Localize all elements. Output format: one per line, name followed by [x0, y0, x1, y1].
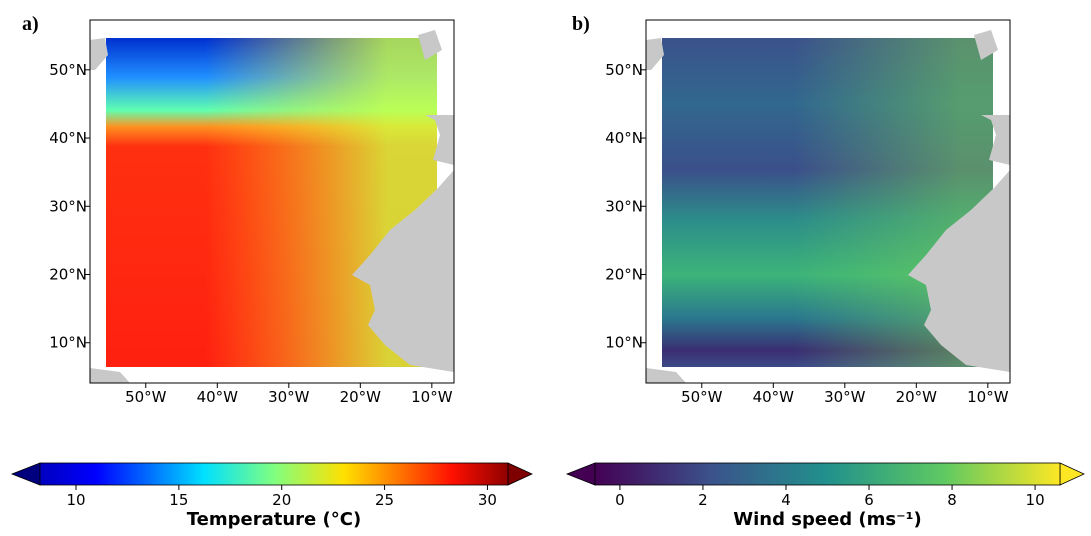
colorbar-extend-high	[507, 462, 533, 486]
y-tick-label: 20°N	[49, 266, 87, 284]
map-b	[646, 30, 1010, 383]
colorbar	[594, 462, 1061, 486]
frame-b	[645, 19, 1011, 384]
y-tick-label: 50°N	[605, 61, 643, 79]
x-tick-label: 10°W	[967, 388, 1009, 406]
colorbar-tick-label: 0	[615, 491, 625, 509]
y-tick-label: 10°N	[49, 334, 87, 352]
colorbar-label: Wind speed (ms⁻¹)	[733, 509, 921, 530]
x-tick-label: 40°W	[197, 388, 239, 406]
y-tick-label: 10°N	[605, 334, 643, 352]
colorbar-extend-low	[10, 462, 41, 486]
x-tick-label: 20°W	[340, 388, 382, 406]
x-tick-label: 20°W	[896, 388, 938, 406]
colorbar-tick-label: 6	[864, 491, 874, 509]
y-tick-label: 30°N	[49, 197, 87, 215]
colorbar-tick-label: 4	[781, 491, 791, 509]
colorbar-extend-low	[565, 462, 596, 486]
colorbar-tick-label: 8	[947, 491, 957, 509]
frame-a	[89, 19, 455, 384]
x-tick-label: 10°W	[411, 388, 453, 406]
x-tick-label: 30°W	[268, 388, 310, 406]
y-tick-label: 40°N	[605, 129, 643, 147]
y-tick-label: 50°N	[49, 61, 87, 79]
colorbar	[39, 462, 509, 486]
y-tick-label: 30°N	[605, 197, 643, 215]
map-a	[90, 30, 454, 383]
y-tick-label: 40°N	[49, 129, 87, 147]
colorbar-tick-label: 20	[272, 491, 291, 509]
colorbar-extend-high	[1059, 462, 1085, 486]
colorbar-tick-label: 10	[1026, 491, 1045, 509]
panel-label: a)	[22, 13, 39, 35]
colorbar-tick-label: 15	[169, 491, 188, 509]
colorbar-tick-label: 10	[66, 491, 85, 509]
colorbar-tick-label: 2	[698, 491, 708, 509]
y-tick-label: 20°N	[605, 266, 643, 284]
x-tick-label: 50°W	[681, 388, 723, 406]
colorbar-tick-label: 25	[375, 491, 394, 509]
x-tick-label: 40°W	[753, 388, 795, 406]
panel-label: b)	[572, 13, 590, 35]
colorbar-tick-label: 30	[478, 491, 497, 509]
x-tick-label: 50°W	[125, 388, 167, 406]
colorbar-label: Temperature (°C)	[187, 509, 361, 530]
x-tick-label: 30°W	[824, 388, 866, 406]
